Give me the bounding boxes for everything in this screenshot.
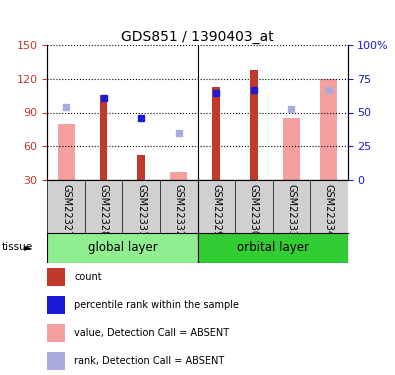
- Bar: [283, 118, 300, 180]
- Text: global layer: global layer: [88, 241, 157, 254]
- Bar: [198, 232, 348, 262]
- Bar: [250, 70, 258, 180]
- Text: value, Detection Call = ABSENT: value, Detection Call = ABSENT: [74, 328, 229, 338]
- Text: GSM22333: GSM22333: [286, 184, 296, 237]
- Text: rank, Detection Call = ABSENT: rank, Detection Call = ABSENT: [74, 356, 225, 366]
- Text: GSM22330: GSM22330: [249, 184, 259, 237]
- Bar: [170, 172, 187, 180]
- Text: GSM22334: GSM22334: [324, 184, 334, 237]
- Bar: [47, 324, 66, 342]
- Text: GSM22332: GSM22332: [174, 184, 184, 237]
- Text: tissue: tissue: [2, 243, 33, 252]
- Bar: [47, 296, 66, 314]
- Bar: [100, 94, 107, 180]
- Bar: [47, 268, 66, 286]
- Text: count: count: [74, 272, 102, 282]
- Bar: [320, 79, 337, 180]
- Text: GSM22327: GSM22327: [61, 184, 71, 237]
- Text: ►: ►: [24, 243, 32, 252]
- Bar: [213, 87, 220, 180]
- Text: orbital layer: orbital layer: [237, 241, 308, 254]
- Text: GSM22328: GSM22328: [99, 184, 109, 237]
- Title: GDS851 / 1390403_at: GDS851 / 1390403_at: [121, 30, 274, 44]
- Bar: [137, 155, 145, 180]
- Text: percentile rank within the sample: percentile rank within the sample: [74, 300, 239, 310]
- Bar: [58, 124, 75, 180]
- Bar: [47, 232, 198, 262]
- Bar: [47, 352, 66, 370]
- Text: GSM22331: GSM22331: [136, 184, 146, 237]
- Text: GSM22329: GSM22329: [211, 184, 221, 237]
